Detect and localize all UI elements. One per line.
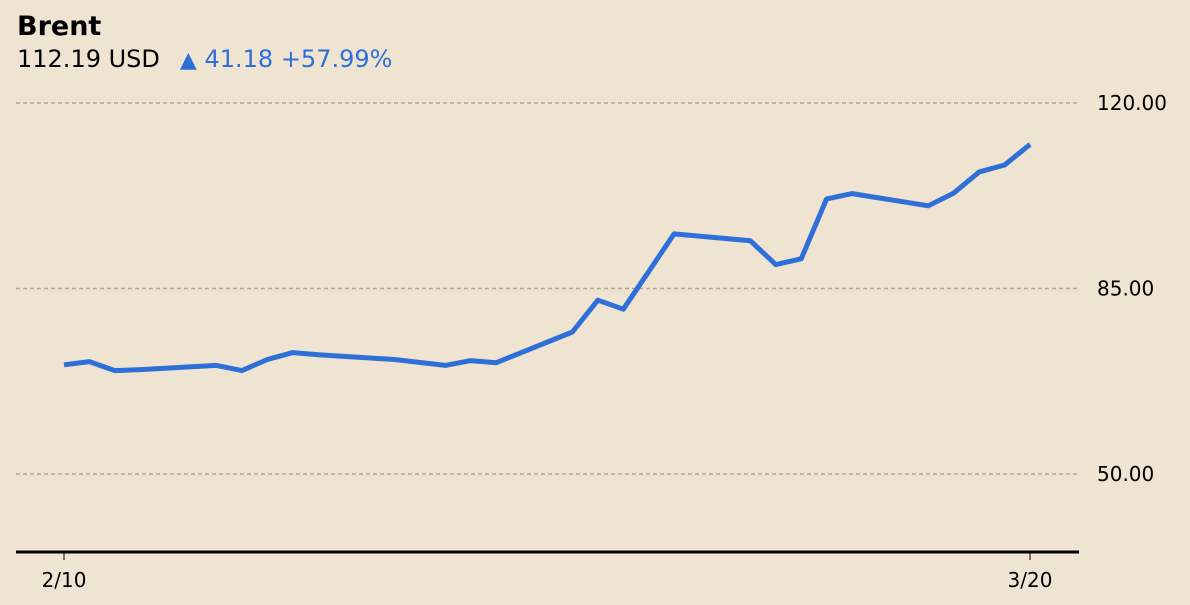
brent-price-line xyxy=(63,142,1032,374)
chart-title: Brent xyxy=(17,11,102,42)
change-percent: +57.99% xyxy=(280,45,393,73)
x-axis-ticks: 2/10 3/20 xyxy=(42,552,1053,592)
x-tick-label: 2/10 xyxy=(42,568,87,592)
up-arrow-icon: ▲ xyxy=(179,48,197,73)
gridlines xyxy=(16,102,1079,475)
change-value: 41.18 xyxy=(204,45,274,73)
y-tick-label: 50.00 xyxy=(1097,462,1154,486)
current-price: 112.19 USD xyxy=(17,45,160,73)
y-tick-label: 85.00 xyxy=(1097,277,1154,301)
y-tick-label: 120.00 xyxy=(1097,91,1167,115)
x-tick-label: 3/20 xyxy=(1008,568,1053,592)
chart-header: Brent 112.19 USD ▲ 41.18 +57.99% xyxy=(17,10,392,76)
price-change: ▲ 41.18 +57.99% xyxy=(180,45,393,73)
y-axis-labels: 50.00 85.00 120.00 xyxy=(1097,91,1167,486)
price-quote: 112.19 USD ▲ 41.18 +57.99% xyxy=(17,44,392,76)
